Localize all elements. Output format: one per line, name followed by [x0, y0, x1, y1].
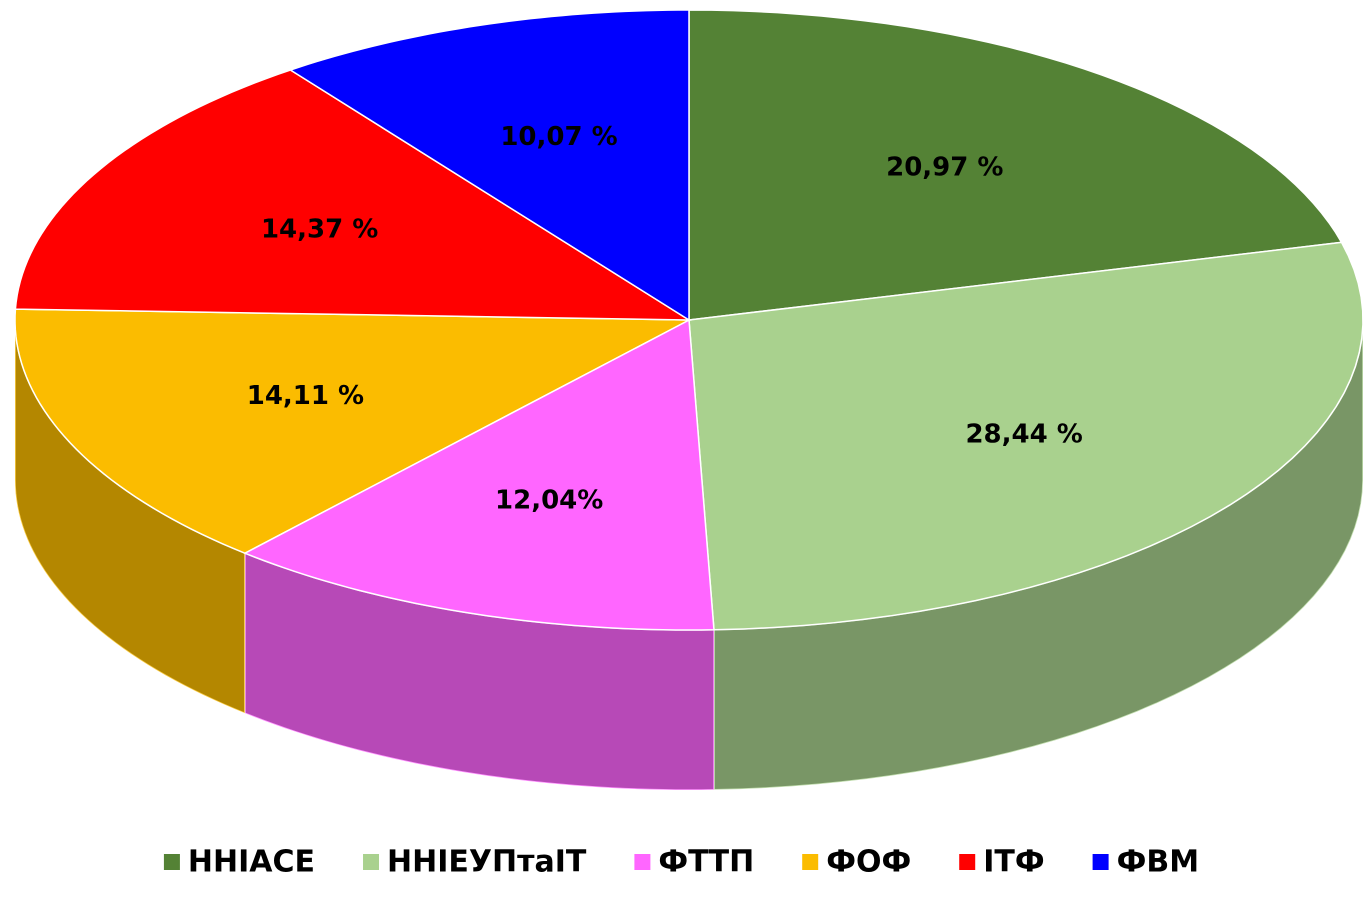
- legend-label: ФОФ: [826, 845, 911, 880]
- data-label: 10,07 %: [500, 122, 617, 152]
- legend-label: ІТФ: [983, 845, 1044, 880]
- legend-swatch: [634, 854, 651, 870]
- legend-label: ФВМ: [1117, 845, 1199, 880]
- legend-swatch: [959, 854, 976, 870]
- pie-sides: [14, 319, 1363, 791]
- data-label: 14,37 %: [261, 215, 378, 245]
- legend: ННІАСЕ ННІЕУПтаІТ ФТТП ФОФ ІТФ ФВМ: [163, 845, 1199, 880]
- legend-swatch: [163, 854, 180, 870]
- slice: [688, 9, 1343, 321]
- slice: [243, 318, 715, 631]
- slice-side: [713, 320, 1363, 790]
- slice-side: [244, 553, 714, 790]
- legend-label: ННІЕУПтаІТ: [387, 845, 587, 880]
- slice: [14, 308, 690, 555]
- data-label: 28,44 %: [965, 419, 1082, 449]
- slice-side: [15, 320, 245, 714]
- legend-label: ФТТП: [658, 845, 754, 880]
- data-label: 20,97 %: [886, 153, 1003, 183]
- pie-tops: [14, 9, 1363, 631]
- data-labels: 20,97 % 28,44 % 12,04% 14,11 % 14,37 % 10,07 …: [247, 122, 1083, 516]
- slice: [14, 69, 692, 321]
- legend-swatch: [363, 854, 380, 870]
- legend-label: ННІАСЕ: [188, 845, 315, 880]
- legend-swatch: [802, 854, 819, 870]
- legend-swatch: [1092, 854, 1109, 870]
- slice: [288, 9, 690, 322]
- data-label: 14,11 %: [247, 381, 364, 411]
- data-label: 12,04%: [495, 486, 603, 516]
